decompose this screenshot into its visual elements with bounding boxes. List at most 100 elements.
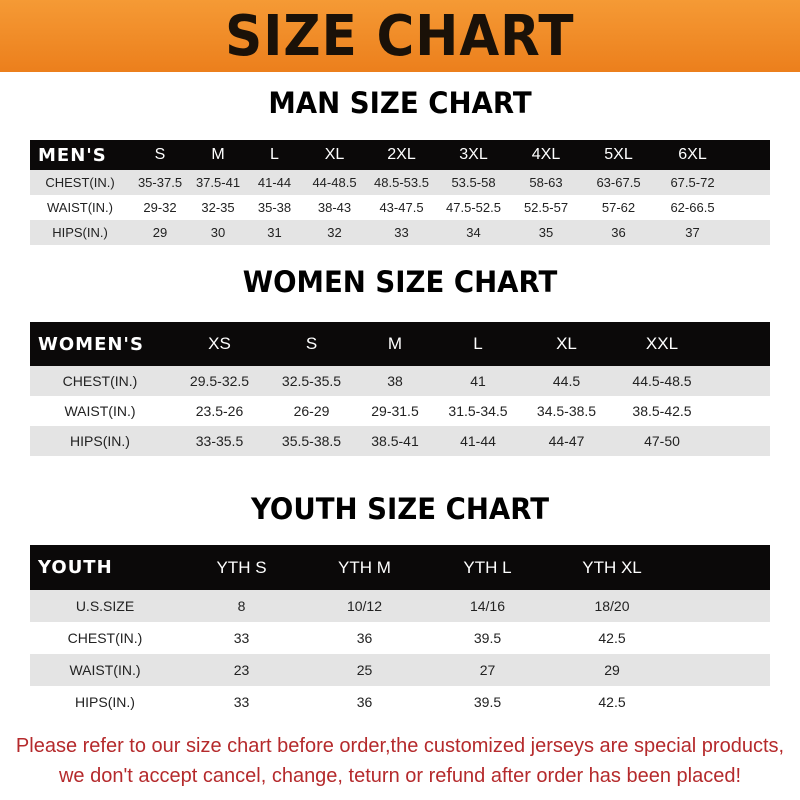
table-row: HIPS(IN.) 33-35.5 35.5-38.5 38.5-41 41-44 44-… — [30, 426, 770, 456]
header-size: 5XL — [604, 146, 633, 163]
row-label: WAIST(IN.) — [69, 662, 141, 678]
table-cell: 42.5 — [598, 630, 626, 646]
table-cell: 52.5-57 — [523, 200, 569, 215]
table-row: U.S.SIZE 8 10/12 14/16 18/20 — [30, 590, 770, 622]
table-cell: 26-29 — [293, 403, 330, 419]
table-cell: 18/20 — [594, 598, 630, 614]
row-label: U.S.SIZE — [75, 598, 135, 614]
table-cell: 29.5-32.5 — [189, 373, 250, 389]
table-cell: 32 — [327, 225, 342, 240]
header-size: 2XL — [387, 146, 416, 163]
table-cell: 33 — [233, 630, 250, 646]
table-cell: 47-50 — [644, 433, 680, 449]
table-cell: 63-67.5 — [596, 175, 641, 190]
table-cell: 33-35.5 — [195, 433, 244, 449]
header-size: YTH L — [463, 557, 512, 577]
table-cell: 38.5-41 — [371, 433, 419, 449]
table-row: CHEST(IN.) 33 36 39.5 42.5 — [30, 622, 770, 654]
table-cell: 57-62 — [601, 200, 636, 215]
table-row: CHEST(IN.) 35-37.5 37.5-41 41-44 44-48.5 48.5… — [30, 170, 770, 195]
youth-chart-title: YOUTH SIZE CHART — [250, 492, 550, 526]
table-cell: 47.5-52.5 — [446, 200, 501, 215]
table-cell: 23 — [233, 662, 250, 678]
table-cell: 29 — [604, 662, 620, 678]
men-chart-title: MAN SIZE CHART — [268, 86, 532, 120]
table-cell: 41-44 — [460, 433, 496, 449]
header-size: XS — [208, 334, 231, 353]
women-size-table: WOMEN'S XS S M L XL XXL CHEST(IN.) 29.5-32.5 32.5… — [30, 322, 770, 456]
table-cell: 32-35 — [201, 200, 235, 215]
table-cell: 44-47 — [548, 433, 585, 449]
table-cell: 33 — [394, 225, 409, 240]
table-cell: 29-32 — [143, 200, 177, 215]
row-label: CHEST(IN.) — [67, 630, 143, 646]
table-cell: 58-63 — [529, 175, 563, 190]
table-cell: 42.5 — [598, 694, 626, 710]
order-notice: Please refer to our size chart before or… — [0, 731, 800, 791]
table-cell: 35 — [538, 225, 554, 240]
header-size: XL — [324, 146, 345, 163]
women-chart-title: WOMEN SIZE CHART — [242, 265, 558, 299]
table-cell: 37 — [685, 225, 700, 240]
table-cell: 53.5-58 — [451, 175, 496, 190]
table-cell: 31.5-34.5 — [448, 403, 508, 419]
table-cell: 25 — [356, 662, 373, 678]
table-cell: 34 — [466, 225, 481, 240]
header-size: S — [305, 334, 318, 353]
table-cell: 23.5-26 — [195, 403, 244, 419]
header-size: 3XL — [459, 146, 488, 163]
table-row: WAIST(IN.) 23 25 27 29 — [30, 654, 770, 686]
header-size: 4XL — [531, 146, 561, 163]
table-row: HIPS(IN.) 33 36 39.5 42.5 — [30, 686, 770, 718]
row-label: HIPS(IN.) — [52, 225, 108, 240]
table-cell: 44.5 — [552, 373, 581, 389]
header-size: M — [211, 146, 225, 163]
table-cell: 41 — [470, 373, 486, 389]
table-cell: 33 — [233, 694, 250, 710]
row-label: CHEST(IN.) — [62, 373, 138, 389]
header-label: WOMEN'S — [38, 333, 144, 355]
table-cell: 8 — [237, 598, 246, 614]
table-cell: 34.5-38.5 — [536, 403, 597, 419]
header-size: YTH S — [216, 557, 267, 577]
notice-line-1: Please refer to our size chart before or… — [15, 735, 785, 757]
table-cell: 36 — [356, 630, 373, 646]
header-size: L — [270, 146, 279, 163]
table-cell: 37.5-41 — [195, 175, 241, 190]
header-label: MEN'S — [38, 144, 107, 166]
men-size-table: MEN'S S M L XL 2XL 3XL 4XL 5XL 6XL CHEST(IN.) 35-37… — [30, 140, 770, 245]
table-cell: 10/12 — [346, 598, 383, 614]
table-cell: 35-38 — [257, 200, 292, 215]
table-cell: 39.5 — [473, 630, 502, 646]
table-cell: 32.5-35.5 — [281, 373, 342, 389]
table-cell: 44-48.5 — [312, 175, 357, 190]
table-cell: 44.5-48.5 — [632, 373, 692, 389]
table-cell: 39.5 — [473, 694, 502, 710]
table-row: CHEST(IN.) 29.5-32.5 32.5-35.5 38 41 44.5 44.5… — [30, 366, 770, 396]
banner-title: SIZE CHART — [225, 3, 575, 69]
table-cell: 43-47.5 — [379, 200, 424, 215]
table-cell: 29-31.5 — [371, 403, 419, 419]
table-header-row: YOUTH YTH S YTH M YTH L YTH XL — [30, 545, 770, 590]
table-row: WAIST(IN.) 29-32 32-35 35-38 38-43 43-47.5 47.… — [30, 195, 770, 220]
row-label: CHEST(IN.) — [45, 175, 115, 190]
table-cell: 27 — [479, 662, 496, 678]
table-header-row: WOMEN'S XS S M L XL XXL — [30, 322, 770, 366]
table-row: HIPS(IN.) 29 30 31 32 33 34 35 36 37 — [30, 220, 770, 245]
row-label: WAIST(IN.) — [64, 403, 136, 419]
header-label: YOUTH — [38, 557, 113, 578]
header-size: M — [387, 334, 403, 353]
header-size: XXL — [645, 334, 679, 353]
table-cell: 14/16 — [469, 598, 506, 614]
table-cell: 35-37.5 — [137, 175, 183, 190]
table-cell: 38.5-42.5 — [632, 403, 692, 419]
header-size: YTH XL — [582, 557, 642, 577]
table-cell: 31 — [267, 225, 282, 240]
table-cell: 36 — [611, 225, 626, 240]
table-row: WAIST(IN.) 23.5-26 26-29 29-31.5 31.5-34.5 34… — [30, 396, 770, 426]
table-cell: 35.5-38.5 — [281, 433, 342, 449]
table-header-row: MEN'S S M L XL 2XL 3XL 4XL 5XL 6XL — [30, 140, 770, 170]
header-size: XL — [556, 334, 577, 353]
notice-line-2: we don't accept cancel, change, teturn o… — [58, 765, 742, 787]
table-cell: 41-44 — [257, 175, 292, 190]
